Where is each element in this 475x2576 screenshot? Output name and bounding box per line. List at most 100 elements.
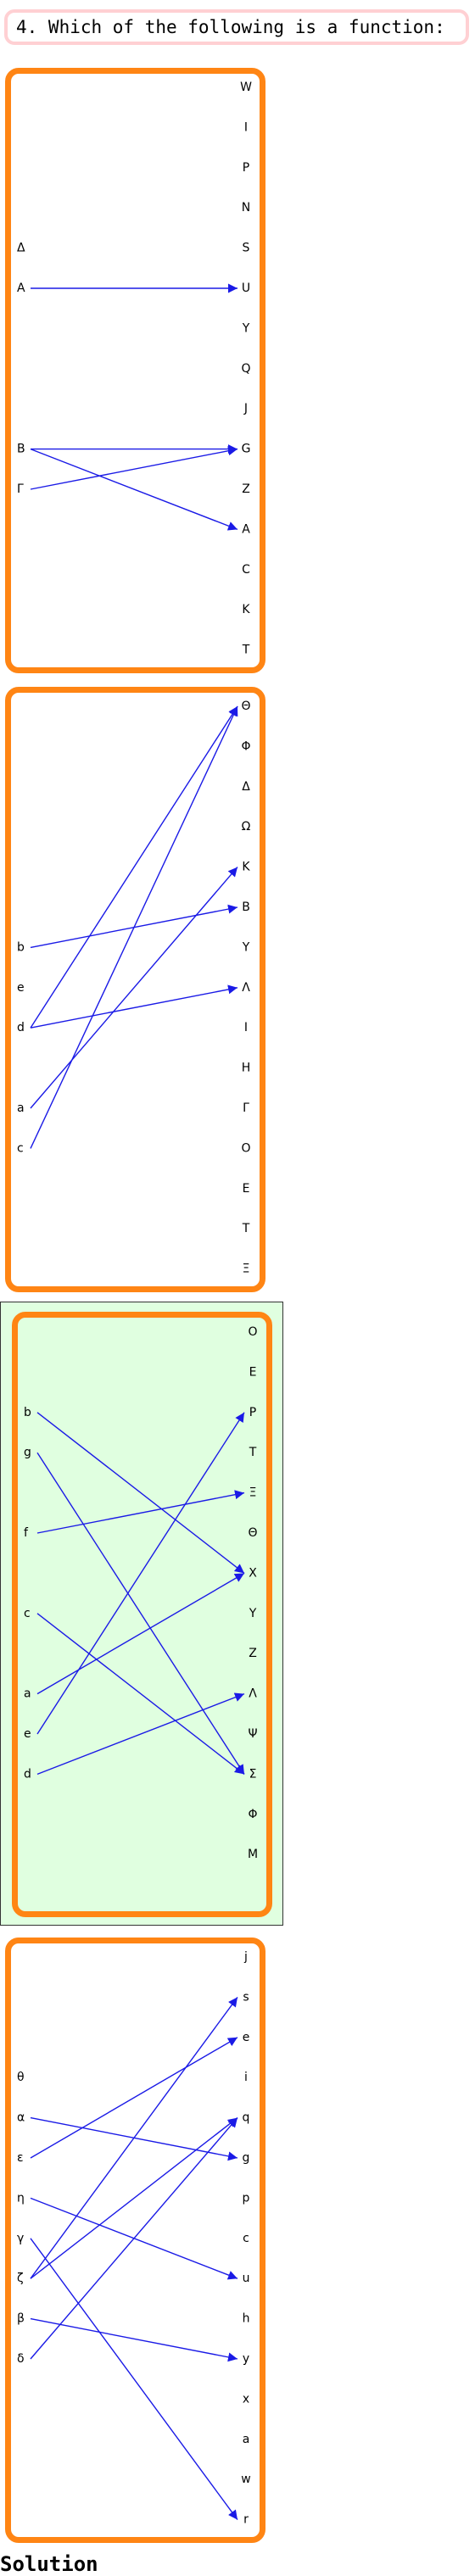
codomain-label: T: [249, 1446, 257, 1459]
codomain-label: I: [244, 120, 248, 134]
domain-label: c: [24, 1607, 31, 1620]
mapping-arrow: [30, 2238, 238, 2521]
domain-label: β: [17, 2312, 25, 2326]
domain-label: g: [24, 1446, 31, 1459]
codomain-label: Y: [249, 1607, 257, 1620]
domain-label: B: [17, 443, 25, 456]
codomain-label: Y: [242, 940, 250, 954]
codomain-label: Λ: [249, 1687, 257, 1701]
mapping-arrow: [36, 1412, 245, 1574]
codomain-label: A: [242, 522, 250, 536]
domain-label: e: [17, 981, 25, 995]
domain-label: d: [24, 1767, 31, 1781]
option-panel-1[interactable]: [5, 68, 265, 673]
option-panel-4[interactable]: [5, 1938, 265, 2543]
codomain-label: M: [248, 1848, 258, 1861]
codomain-label: U: [242, 282, 250, 295]
mapping-arrow: [36, 1572, 245, 1695]
codomain-label: C: [242, 563, 250, 577]
codomain-label: e: [243, 2031, 250, 2044]
codomain-label: Σ: [249, 1767, 257, 1781]
domain-label: Δ: [17, 242, 25, 255]
mapping-arrow: [30, 446, 238, 490]
mapping-arrow: [30, 705, 238, 1029]
mapping-arrow: [36, 1452, 245, 1775]
codomain-label: r: [243, 2513, 249, 2527]
codomain-label: P: [243, 161, 249, 175]
option-panel-2[interactable]: [5, 687, 265, 1292]
domain-label: Γ: [17, 482, 24, 496]
codomain-label: Ξ: [243, 1263, 250, 1276]
codomain-label: H: [242, 1062, 251, 1075]
domain-label: c: [17, 1141, 24, 1155]
domain-label: A: [17, 282, 25, 295]
option-2-diagram: b e d a c Θ Φ Δ Ω K B Y Λ I H Γ O E T Ξ: [17, 700, 251, 1276]
mapping-arrow: [30, 2117, 238, 2279]
codomain-label: Y: [242, 321, 250, 335]
domain-label: f: [24, 1526, 29, 1540]
mapping-arrow: [30, 2037, 238, 2159]
codomain-label: Γ: [243, 1101, 249, 1115]
domain-label: a: [24, 1687, 31, 1701]
codomain-label: Q: [241, 362, 250, 376]
codomain-label: Z: [242, 482, 250, 496]
domain-label: e: [24, 1727, 31, 1741]
option-1-diagram: Δ A B Γ W I P N S U Y Q J G Z A C K T: [17, 81, 252, 657]
mapping-arrow: [30, 2317, 238, 2362]
domain-label: δ: [17, 2352, 25, 2366]
mapping-arrow: [36, 1613, 245, 1775]
mapping-arrow: [36, 1412, 245, 1735]
mapping-arrow: [36, 1692, 245, 1776]
codomain-label: J: [243, 402, 248, 415]
codomain-label: I: [244, 1021, 248, 1034]
codomain-label: N: [242, 201, 250, 215]
solution-heading: Solution: [0, 2552, 98, 2576]
codomain-label: Ω: [242, 820, 251, 834]
codomain-label: Δ: [242, 780, 250, 794]
domain-label: ε: [17, 2151, 24, 2165]
domain-label: b: [17, 940, 25, 954]
option-4-diagram: θ α ε η γ ζ β δ j s e i q g p c u h y x a w r: [17, 1950, 251, 2527]
codomain-label: i: [244, 2071, 248, 2084]
codomain-label: Θ: [241, 700, 250, 713]
mapping-arrow: [30, 705, 238, 1149]
mapping-arrow: [30, 448, 238, 531]
codomain-label: Λ: [242, 981, 250, 995]
codomain-label: h: [243, 2312, 250, 2326]
codomain-label: w: [241, 2473, 250, 2486]
domain-label: γ: [17, 2232, 24, 2245]
mapping-arrow: [30, 984, 238, 1029]
codomain-label: Φ: [248, 1808, 257, 1821]
codomain-label: c: [243, 2232, 249, 2245]
codomain-label: T: [242, 644, 250, 657]
codomain-label: q: [243, 2111, 250, 2125]
codomain-label: y: [243, 2352, 249, 2366]
option-panel-3[interactable]: [12, 1312, 272, 1917]
codomain-label: Z: [249, 1647, 257, 1660]
codomain-label: O: [241, 1141, 250, 1155]
codomain-label: Φ: [241, 739, 250, 753]
codomain-label: P: [249, 1406, 256, 1419]
domain-label: a: [17, 1101, 25, 1115]
codomain-label: E: [243, 1182, 250, 1196]
option-3-diagram: b g f c a e d O E P T Ξ Θ X Y Z Λ Ψ Σ Φ M: [24, 1325, 258, 1861]
codomain-label: B: [242, 900, 250, 914]
mapping-arrow: [30, 1996, 238, 2279]
codomain-label: g: [243, 2151, 250, 2165]
mapping-arrow: [30, 867, 238, 1109]
question-text: 4. Which of the following is a function:: [4, 9, 469, 45]
selected-option-highlight: [0, 1302, 283, 1926]
codomain-label: x: [243, 2392, 249, 2406]
codomain-label: K: [242, 861, 250, 874]
codomain-label: K: [242, 603, 250, 616]
codomain-label: s: [243, 1990, 249, 2004]
domain-label: η: [17, 2191, 25, 2205]
codomain-label: T: [242, 1222, 250, 1235]
codomain-label: E: [249, 1365, 257, 1379]
codomain-label: G: [242, 443, 251, 456]
domain-label: d: [17, 1021, 25, 1034]
codomain-label: S: [243, 242, 250, 255]
codomain-label: Ξ: [249, 1486, 257, 1500]
codomain-label: u: [243, 2272, 250, 2285]
